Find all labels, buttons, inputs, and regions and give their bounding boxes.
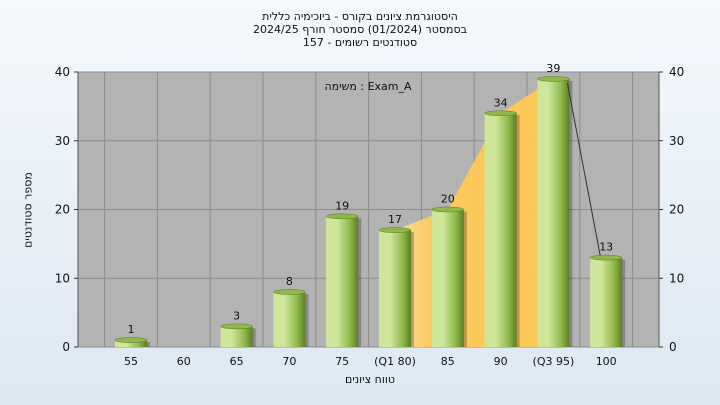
data-label: 20 <box>441 193 455 206</box>
bar <box>590 257 623 347</box>
bar <box>379 230 411 347</box>
iqr-band <box>379 78 570 347</box>
x-tick-label: 60 <box>177 355 191 368</box>
bar <box>273 292 306 347</box>
x-tick-label: 55 <box>124 355 138 368</box>
y-tick-label-left: 30 <box>55 134 70 148</box>
bar-top <box>484 110 517 116</box>
chart-title-line-1: היסטוגרמת ציונים בקורס - ביוכימיה כללית <box>262 10 458 23</box>
chart-title-line-2: בסמסטר (01/2024) סמסטר חורף 2024/25 <box>253 23 467 36</box>
y-axis-label: מספר סטודנטים <box>21 172 35 248</box>
bar-top <box>273 289 306 295</box>
bar-top <box>325 213 359 220</box>
data-label: 39 <box>546 62 560 75</box>
x-tick-label: 90 <box>494 355 508 368</box>
chart-title-line-3: סטודנטים רשומים - 157 <box>302 36 418 49</box>
data-label: 13 <box>599 241 613 254</box>
bar <box>326 216 359 347</box>
data-label: 17 <box>388 213 402 226</box>
y-tick-label-left: 0 <box>62 340 70 354</box>
bar <box>220 326 253 347</box>
assignment-annotation: משימה : Exam_A <box>324 80 412 93</box>
data-label: 3 <box>233 309 240 322</box>
x-axis-label: טווח ציונים <box>345 373 395 386</box>
data-label: 8 <box>286 275 293 288</box>
bar-top <box>589 254 623 261</box>
data-label: 34 <box>494 96 508 109</box>
y-tick-label-left: 40 <box>55 65 70 79</box>
y-tick-label-left: 20 <box>55 203 70 217</box>
bar <box>484 113 517 347</box>
bar-top <box>431 206 465 213</box>
bar-top <box>114 337 148 343</box>
bar-top <box>378 227 412 233</box>
data-label: 1 <box>128 323 135 336</box>
y-tick-label-right: 30 <box>669 134 684 148</box>
y-tick-label-right: 20 <box>669 203 684 217</box>
y-tick-label-right: 40 <box>669 65 684 79</box>
x-tick-label: 65 <box>230 355 244 368</box>
bar <box>431 209 464 347</box>
x-tick-label: 100 <box>596 355 617 368</box>
bar-top <box>220 323 253 330</box>
x-tick-label: (Q1 80) <box>374 355 416 368</box>
x-tick-label: 70 <box>282 355 296 368</box>
x-tick-label: 75 <box>335 355 349 368</box>
data-label: 19 <box>335 199 349 212</box>
bar-top <box>537 76 570 82</box>
trend-connector <box>566 82 601 256</box>
y-tick-label-right: 0 <box>669 340 677 354</box>
y-tick-label-right: 10 <box>669 271 684 285</box>
bar <box>537 78 570 347</box>
x-tick-label: (Q3 95) <box>533 355 575 368</box>
chart-title: היסטוגרמת ציונים בקורס - ביוכימיה כללית … <box>0 10 720 49</box>
y-tick-label-left: 10 <box>55 271 70 285</box>
bar <box>115 340 147 347</box>
x-tick-label: 85 <box>441 355 455 368</box>
